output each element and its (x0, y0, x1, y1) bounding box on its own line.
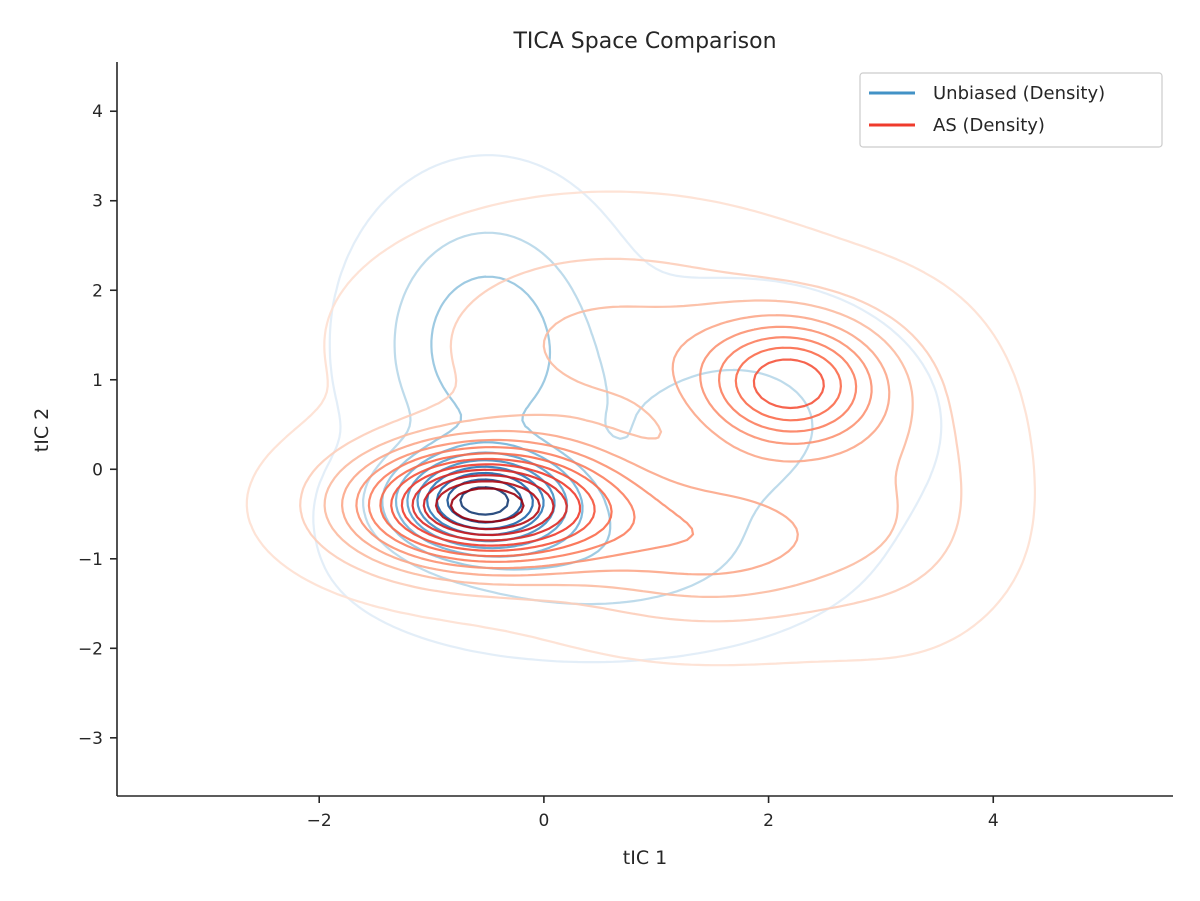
contour-level-2 (299, 257, 963, 623)
x-tick-label: 4 (988, 811, 999, 831)
x-ticks: −2 0 2 4 (307, 796, 999, 831)
contour-level-13 (449, 487, 525, 523)
legend-frame (859, 72, 1163, 148)
contour-level-8 (390, 358, 825, 552)
chart-title: TICA Space Comparison (512, 29, 776, 54)
contour-level-6 (367, 336, 858, 563)
x-tick-label: 0 (538, 811, 549, 831)
contour-level-5 (355, 325, 873, 570)
contour-level-11 (422, 474, 555, 537)
y-tick-label: 3 (92, 192, 103, 212)
legend-label-unbiased: Unbiased (Density) (933, 83, 1105, 104)
x-tick-label: 2 (763, 811, 774, 831)
contour-level-3 (323, 299, 914, 598)
series-as-contours (245, 190, 1036, 667)
y-axis-label: tIC 2 (31, 408, 53, 452)
contour-level-10 (411, 468, 568, 542)
y-tick-label: −1 (78, 550, 103, 570)
y-ticks: −3 −2 −1 0 1 2 3 4 (78, 102, 117, 749)
y-tick-label: 2 (92, 281, 103, 301)
y-tick-label: 4 (92, 102, 103, 122)
legend: Unbiased (Density) AS (Density) (859, 72, 1163, 148)
y-tick-label: 1 (92, 371, 103, 391)
contour-layer (245, 154, 1036, 667)
contour-level-3 (381, 275, 612, 571)
x-axis-label: tIC 1 (623, 847, 667, 869)
contour-level-1 (245, 190, 1036, 667)
y-tick-label: −2 (78, 639, 103, 659)
x-tick-label: −2 (307, 811, 332, 831)
contour-level-9 (400, 463, 582, 547)
contour-level-4 (341, 314, 891, 577)
y-tick-label: 0 (92, 460, 103, 480)
y-tick-label: −3 (78, 729, 103, 749)
contour-level-12 (434, 480, 541, 531)
contour-level-1 (312, 154, 943, 664)
contour-level-7 (379, 346, 842, 558)
legend-label-as: AS (Density) (933, 115, 1045, 136)
